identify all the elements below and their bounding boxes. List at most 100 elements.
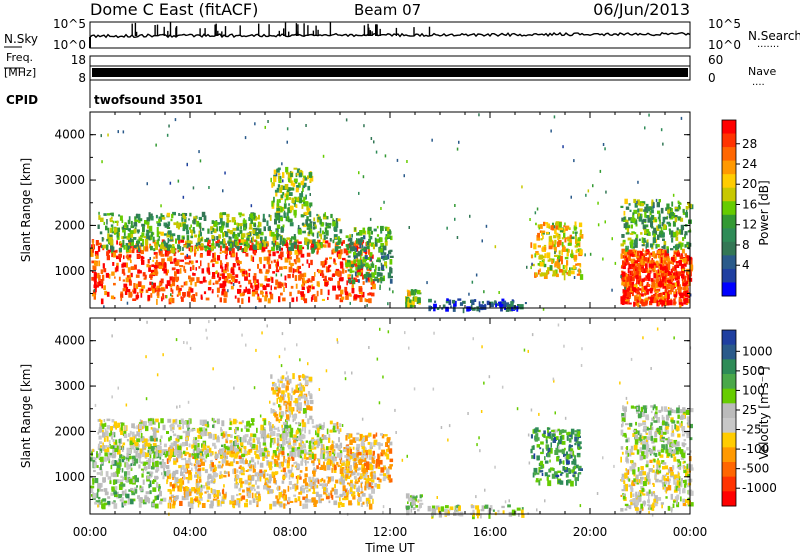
echo-cell [107,213,111,216]
echo-cell [684,231,688,236]
echo-cell [107,133,109,137]
echo-cell [316,441,321,447]
echo-cell [259,476,262,482]
echo-cell [251,245,254,251]
echo-cell [114,494,118,497]
echo-cell [218,461,221,464]
echo-cell [304,484,309,488]
echo-cell [319,453,324,460]
echo-cell [243,468,245,473]
echo-cell [262,239,265,243]
echo-cell [645,268,648,273]
echo-cell [240,466,245,470]
echo-cell [171,280,176,287]
echo-cell [110,243,114,250]
echo-cell [279,235,283,242]
echo-cell [669,300,673,306]
echo-cell [636,263,640,267]
echo-cell [247,482,251,486]
echo-cell [192,186,195,190]
echo-cell [284,238,287,244]
echo-cell [219,218,223,224]
echo-cell [98,275,101,281]
echo-cell [354,241,358,247]
echo-cell [673,272,676,276]
echo-cell [673,298,676,305]
echo-cell [334,237,337,240]
echo-cell [150,472,153,478]
echo-cell [546,270,549,275]
echo-cell [565,237,569,240]
echo-cell [620,253,623,259]
echo-cell [272,501,277,507]
echo-cell [284,494,287,501]
echo-cell [283,428,286,433]
echo-cell [265,291,268,294]
echo-cell [122,442,126,446]
echo-cell [145,233,150,239]
echo-cell [220,212,222,216]
echo-cell [309,239,312,244]
echo-cell [281,433,285,439]
echo-cell [90,251,94,257]
echo-cell [95,273,99,279]
echo-cell [94,281,97,286]
echo-cell [541,231,543,236]
echo-cell [258,298,262,303]
echo-cell [647,217,652,223]
echo-cell [257,495,260,502]
echo-cell [311,460,315,464]
echo-cell [288,256,292,260]
echo-cell [369,217,372,221]
echo-cell [573,259,577,262]
echo-cell [640,259,644,265]
echo-cell [308,488,311,492]
echo-cell [121,447,124,452]
echo-cell [142,226,145,232]
echo-cell [259,462,264,468]
echo-cell [182,430,187,434]
echo-cell [406,160,408,163]
echo-cell [640,203,645,207]
echo-cell [151,503,155,507]
echo-cell [276,224,281,229]
echo-cell [111,271,115,276]
echo-cell [459,302,464,306]
echo-cell [336,246,339,251]
echo-cell [337,238,342,244]
echo-cell [658,274,660,277]
echo-cell [199,458,203,462]
echo-cell [624,300,628,305]
echo-cell [296,437,300,440]
echo-cell [683,257,687,264]
echo-cell [144,246,149,252]
echo-cell [313,466,316,470]
echo-cell [111,459,115,465]
echo-cell [107,451,110,456]
echo-cell [690,264,694,270]
echo-cell [252,468,255,473]
echo-cell [188,260,193,264]
echo-cell [567,236,571,242]
echo-cell [127,267,131,273]
echo-cell [168,499,171,504]
echo-cell [302,177,305,182]
echo-cell [176,260,179,264]
echo-cell [232,263,236,268]
echo-cell [548,245,553,250]
echo-cell [303,295,305,302]
echo-cell [160,204,162,208]
echo-cell [245,470,249,472]
echo-cell [142,461,147,466]
echo-cell [98,260,101,267]
echo-cell [119,257,121,262]
echo-cell [178,426,182,430]
echo-cell [280,292,283,296]
echo-cell [158,422,160,429]
echo-cell [126,453,129,458]
echo-cell [679,242,684,247]
echo-cell [658,299,663,303]
echo-cell [682,237,684,241]
echo-cell [269,230,272,237]
echo-cell [555,232,559,237]
